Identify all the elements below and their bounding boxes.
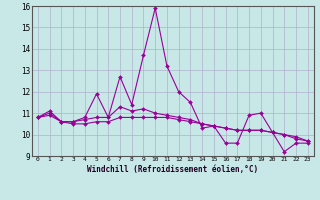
X-axis label: Windchill (Refroidissement éolien,°C): Windchill (Refroidissement éolien,°C) [87, 165, 258, 174]
